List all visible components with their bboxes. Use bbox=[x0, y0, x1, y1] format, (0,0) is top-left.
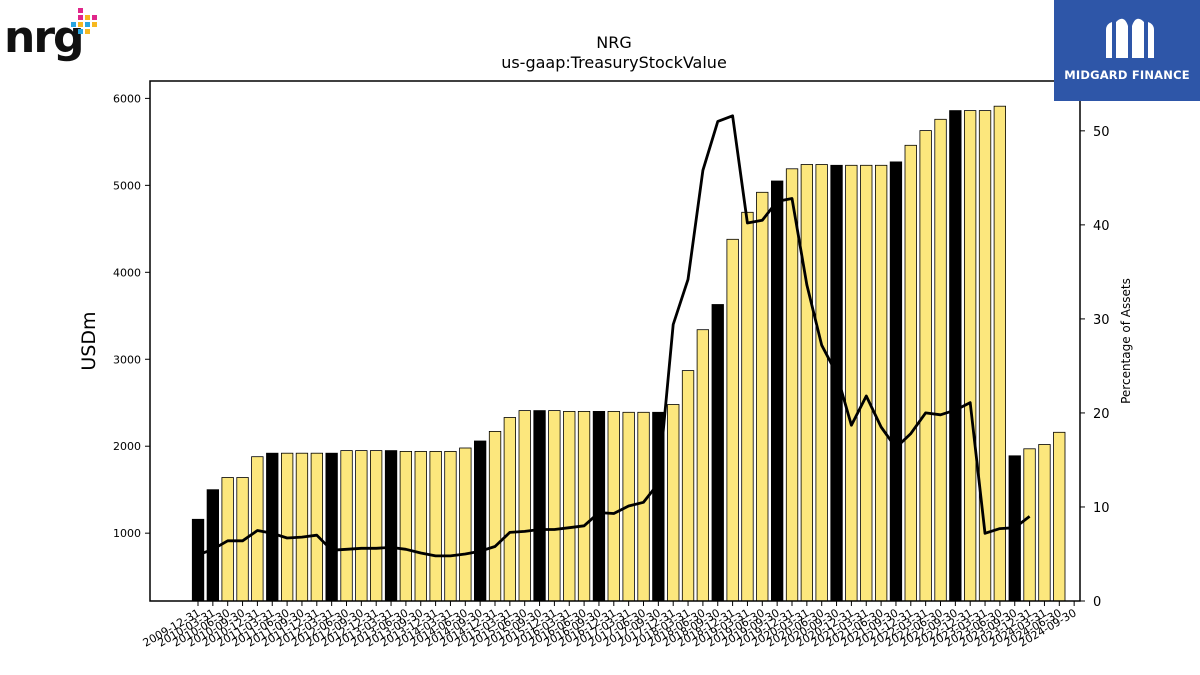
bar-2013-09-30 bbox=[414, 450, 427, 602]
bar-2022-06-30 bbox=[934, 118, 947, 602]
midgard-finance-logo: MIDGARD FINANCE bbox=[1054, 0, 1200, 101]
bar-2015-12-31 bbox=[548, 410, 561, 602]
bar-2012-06-30 bbox=[340, 450, 353, 602]
bar-2012-12-31 bbox=[369, 450, 383, 602]
y-tick-label-2000: 2000 bbox=[113, 440, 141, 453]
bar-2016-06-30 bbox=[577, 410, 591, 602]
y2-tick-label-30: 30 bbox=[1093, 313, 1110, 328]
bar-2019-09-30 bbox=[771, 180, 784, 602]
bar-2015-06-30 bbox=[518, 410, 531, 602]
bar-2017-06-30 bbox=[637, 411, 650, 602]
bar-2015-03-31 bbox=[503, 417, 517, 602]
y2-tick-label-10: 10 bbox=[1093, 501, 1110, 516]
y-tick-label-1000: 1000 bbox=[113, 527, 141, 540]
bar-2011-06-30 bbox=[280, 452, 294, 602]
bar-2018-03-31 bbox=[681, 370, 695, 602]
nrg-logo-star-icon bbox=[71, 8, 97, 34]
y2-tick-label-50: 50 bbox=[1093, 125, 1110, 140]
bar-2018-09-30 bbox=[711, 304, 724, 602]
bar-2018-06-30 bbox=[696, 329, 709, 602]
bar-2023-06-30 bbox=[993, 105, 1006, 602]
bars-group bbox=[191, 105, 1066, 602]
bar-2010-06-30 bbox=[221, 477, 234, 602]
y2-tick-label-40: 40 bbox=[1093, 219, 1110, 234]
y-tick-label-3000: 3000 bbox=[113, 353, 141, 366]
chart-title: NRG bbox=[596, 33, 631, 52]
line-group bbox=[197, 114, 1031, 558]
y2-axis-label: Percentage of Assets bbox=[1119, 278, 1133, 404]
bar-2016-03-31 bbox=[563, 410, 576, 602]
bar-2018-12-31 bbox=[726, 238, 739, 602]
chart-subtitle: us-gaap:TreasuryStockValue bbox=[501, 53, 727, 72]
bar-2019-06-30 bbox=[756, 191, 769, 602]
bar-2022-03-31 bbox=[919, 130, 932, 602]
bar-2021-12-31 bbox=[904, 144, 917, 602]
bar-2022-09-30 bbox=[949, 110, 962, 602]
bar-2014-03-31 bbox=[444, 450, 457, 602]
bar-2024-06-30 bbox=[1053, 431, 1066, 602]
bar-2013-06-30 bbox=[399, 450, 413, 602]
line-percentage-of-assets bbox=[197, 114, 1031, 558]
bar-2015-09-30 bbox=[533, 410, 546, 602]
bar-2020-12-31 bbox=[845, 164, 858, 602]
bar-2021-09-30 bbox=[889, 161, 903, 602]
bar-2013-03-31 bbox=[384, 450, 398, 602]
bar-2023-12-31 bbox=[1023, 448, 1036, 602]
axes-group: 100020003000400050006000010203040502009-… bbox=[113, 80, 1110, 650]
bar-2011-09-30 bbox=[295, 452, 309, 602]
bar-2021-06-30 bbox=[875, 164, 888, 602]
bar-2020-06-30 bbox=[815, 164, 828, 602]
bar-2016-09-30 bbox=[592, 410, 606, 602]
y-tick-label-4000: 4000 bbox=[113, 266, 141, 279]
y2-tick-label-20: 20 bbox=[1093, 407, 1110, 422]
bar-2009-12-31 bbox=[191, 518, 205, 602]
y-tick-label-5000: 5000 bbox=[113, 179, 141, 192]
bar-2016-12-31 bbox=[607, 410, 620, 602]
y2-tick-label-0: 0 bbox=[1093, 595, 1101, 610]
plot-frame bbox=[149, 80, 1081, 602]
midgard-logo-text: MIDGARD FINANCE bbox=[1064, 68, 1190, 82]
bar-2024-03-31 bbox=[1038, 444, 1051, 602]
bar-2011-12-31 bbox=[310, 452, 324, 602]
bar-2022-12-31 bbox=[964, 110, 977, 602]
bar-2011-03-31 bbox=[266, 452, 279, 602]
bar-2012-03-31 bbox=[325, 452, 338, 602]
bar-2014-06-30 bbox=[459, 447, 472, 602]
bar-2014-12-31 bbox=[488, 430, 502, 602]
bar-2019-03-31 bbox=[741, 211, 754, 602]
midgard-logo-mark-icon bbox=[1106, 18, 1154, 58]
bar-2020-03-31 bbox=[800, 164, 813, 602]
y-axis-label: USDm bbox=[78, 311, 100, 370]
bar-2013-12-31 bbox=[429, 450, 442, 602]
bar-2021-03-31 bbox=[860, 164, 873, 602]
bar-2019-12-31 bbox=[785, 168, 799, 602]
bar-2010-03-31 bbox=[206, 489, 220, 602]
bar-2014-09-30 bbox=[473, 440, 487, 602]
bar-2017-12-31 bbox=[667, 404, 680, 602]
bar-2012-09-30 bbox=[355, 450, 368, 602]
bar-2010-12-31 bbox=[251, 456, 264, 602]
y-tick-label-6000: 6000 bbox=[113, 92, 141, 105]
